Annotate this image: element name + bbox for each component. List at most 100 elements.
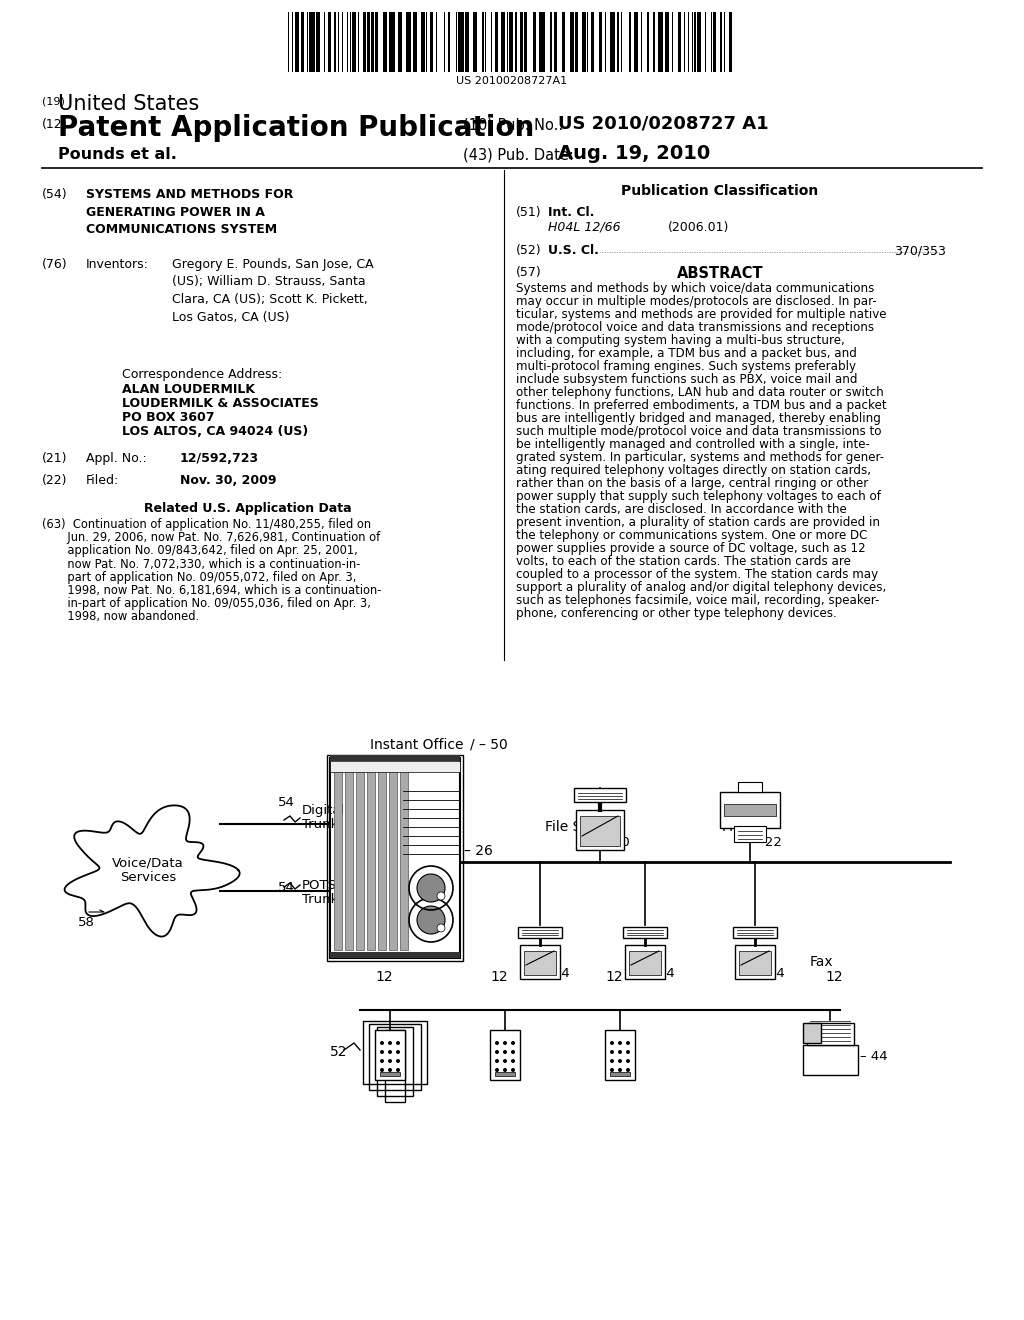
Bar	[678, 12, 681, 73]
Text: 370/353: 370/353	[894, 244, 946, 257]
Text: Nov. 30, 2009: Nov. 30, 2009	[180, 474, 276, 487]
Bar	[364, 12, 366, 73]
Bar	[388, 12, 395, 73]
Text: Inventors:: Inventors:	[86, 257, 148, 271]
Bar	[524, 12, 526, 73]
Text: Publication Classification: Publication Classification	[622, 183, 818, 198]
Bar	[574, 788, 626, 803]
Text: 52: 52	[330, 1045, 347, 1059]
Text: coupled to a processor of the system. The station cards may: coupled to a processor of the system. Th…	[516, 568, 879, 581]
Bar	[398, 12, 401, 73]
Text: Trunk: Trunk	[302, 818, 338, 832]
Text: ALAN LOUDERMILK: ALAN LOUDERMILK	[122, 383, 255, 396]
Text: (22): (22)	[42, 474, 68, 487]
Bar	[301, 12, 304, 73]
Circle shape	[437, 924, 445, 932]
Bar	[509, 12, 513, 73]
Text: 1998, now Pat. No. 6,181,694, which is a continuation-: 1998, now Pat. No. 6,181,694, which is a…	[42, 583, 381, 597]
Text: present invention, a plurality of station cards are provided in: present invention, a plurality of statio…	[516, 516, 880, 529]
Text: LOUDERMILK & ASSOCIATES: LOUDERMILK & ASSOCIATES	[122, 397, 318, 411]
Text: 12: 12	[605, 970, 623, 983]
Bar	[621, 12, 622, 73]
Bar	[724, 804, 776, 816]
Text: Systems and methods by which voice/data communications: Systems and methods by which voice/data …	[516, 282, 874, 294]
Bar	[459, 12, 464, 73]
Text: application No. 09/843,642, filed on Apr. 25, 2001,: application No. 09/843,642, filed on Apr…	[42, 544, 357, 557]
Circle shape	[511, 1041, 515, 1045]
Bar	[694, 12, 695, 73]
Circle shape	[618, 1068, 622, 1072]
Text: H04L 12/66: H04L 12/66	[548, 220, 621, 234]
Text: (19): (19)	[42, 96, 65, 107]
Bar	[367, 770, 375, 950]
Bar	[330, 758, 460, 958]
Circle shape	[503, 1049, 507, 1053]
Bar	[507, 12, 508, 73]
Bar	[334, 12, 336, 73]
Bar	[591, 12, 594, 73]
Bar	[738, 781, 762, 792]
Bar	[520, 12, 522, 73]
Text: (12): (12)	[42, 117, 68, 131]
Text: such as telephones facsimile, voice mail, recording, speaker-: such as telephones facsimile, voice mail…	[516, 594, 880, 607]
Circle shape	[380, 1068, 384, 1072]
Text: rather than on the basis of a large, central ringing or other: rather than on the basis of a large, cen…	[516, 477, 868, 490]
Text: Related U.S. Application Data: Related U.S. Application Data	[144, 502, 352, 515]
Circle shape	[495, 1041, 499, 1045]
Bar	[421, 12, 425, 73]
Text: including, for example, a TDM bus and a packet bus, and: including, for example, a TDM bus and a …	[516, 347, 857, 360]
Circle shape	[511, 1059, 515, 1063]
Text: 58: 58	[78, 916, 95, 929]
Bar	[720, 12, 722, 73]
Text: (76): (76)	[42, 257, 68, 271]
Bar	[515, 12, 517, 73]
Text: Aug. 19, 2010: Aug. 19, 2010	[558, 144, 711, 162]
Circle shape	[495, 1068, 499, 1072]
Bar	[347, 12, 348, 73]
Circle shape	[388, 1068, 392, 1072]
Bar	[807, 1023, 854, 1045]
Bar	[610, 12, 615, 73]
Text: (2006.01): (2006.01)	[668, 220, 729, 234]
Text: may occur in multiple modes/protocols are disclosed. In par-: may occur in multiple modes/protocols ar…	[516, 294, 877, 308]
Bar	[316, 12, 319, 73]
Circle shape	[437, 892, 445, 900]
Text: File Server: File Server	[545, 820, 618, 834]
Circle shape	[417, 906, 445, 935]
Bar	[350, 12, 351, 73]
Bar	[735, 945, 775, 979]
Bar	[733, 927, 777, 939]
Circle shape	[618, 1041, 622, 1045]
Bar	[375, 12, 378, 73]
Text: Trunk: Trunk	[302, 894, 338, 906]
Text: ating required telephony voltages directly on station cards,: ating required telephony voltages direct…	[516, 465, 871, 477]
Text: power supplies provide a source of DC voltage, such as 12: power supplies provide a source of DC vo…	[516, 543, 865, 554]
Text: Appl. No.:: Appl. No.:	[86, 451, 146, 465]
Bar	[569, 12, 573, 73]
Text: Gregory E. Pounds, San Jose, CA
(US); William D. Strauss, Santa
Clara, CA (US); : Gregory E. Pounds, San Jose, CA (US); Wi…	[172, 257, 374, 323]
Circle shape	[417, 874, 445, 902]
Bar	[485, 12, 486, 73]
Polygon shape	[65, 805, 240, 937]
Text: other telephony functions, LAN hub and data router or switch: other telephony functions, LAN hub and d…	[516, 385, 884, 399]
Bar	[490, 12, 492, 73]
Text: bus are intelligently bridged and managed, thereby enabling: bus are intelligently bridged and manage…	[516, 412, 881, 425]
Bar	[629, 12, 631, 73]
Circle shape	[396, 1068, 400, 1072]
Bar	[653, 12, 655, 73]
Bar	[739, 950, 771, 975]
Circle shape	[503, 1041, 507, 1045]
Bar	[604, 12, 605, 73]
Text: / – 50: / – 50	[470, 738, 508, 752]
Text: SYSTEMS AND METHODS FOR
GENERATING POWER IN A
COMMUNICATIONS SYSTEM: SYSTEMS AND METHODS FOR GENERATING POWER…	[86, 187, 293, 236]
Text: in-part of application No. 09/055,036, filed on Apr. 3,: in-part of application No. 09/055,036, f…	[42, 597, 371, 610]
Bar	[443, 12, 444, 73]
Text: Instant Office: Instant Office	[370, 738, 464, 752]
Bar	[724, 12, 725, 73]
Bar	[473, 12, 477, 73]
Circle shape	[610, 1041, 614, 1045]
Text: (63)  Continuation of application No. 11/480,255, filed on: (63) Continuation of application No. 11/…	[42, 517, 371, 531]
Bar	[292, 12, 293, 73]
Circle shape	[380, 1041, 384, 1045]
Bar	[599, 12, 602, 73]
